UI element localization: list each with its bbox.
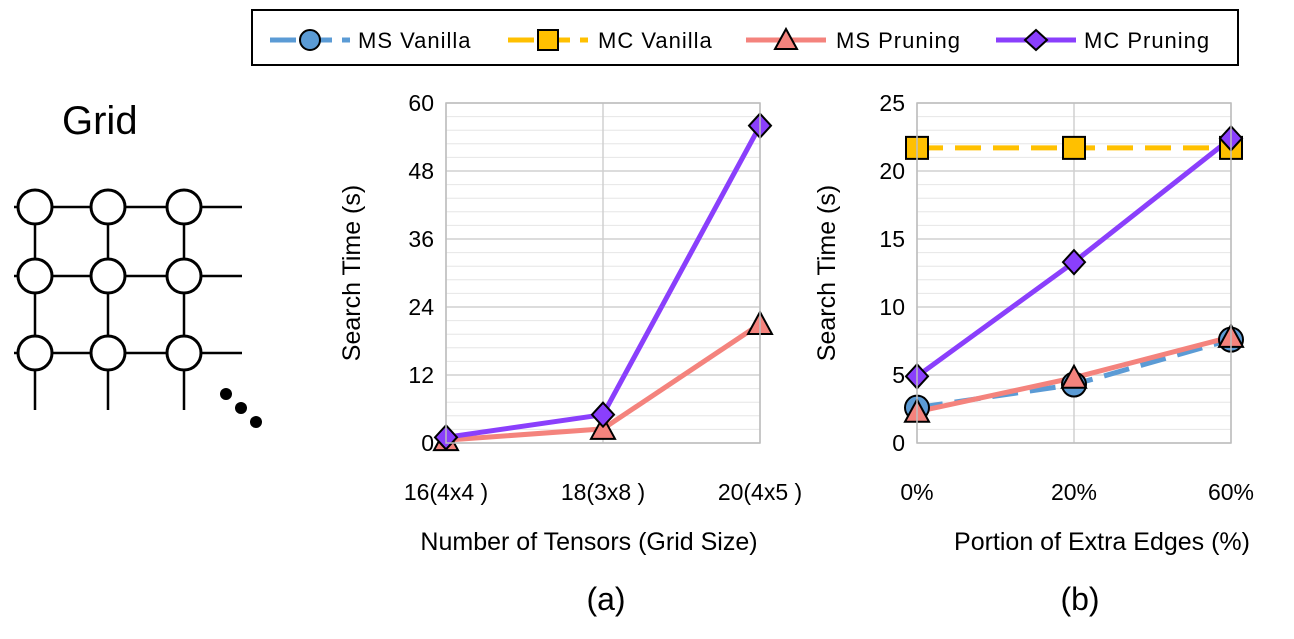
grid-node [165,334,203,372]
y-axis-label: Search Time (s) [338,185,366,361]
plot-area-frame [916,102,1232,444]
x-axis-label: Number of Tensors (Grid Size) [420,528,757,556]
y-tick-label: 5 [892,362,905,388]
grid-node [89,188,127,226]
legend-item-mc-vanilla: MC Vanilla [508,28,713,53]
y-tick-label: 25 [879,90,905,116]
grid-diagram-nodes [16,188,203,372]
grid-diagram: Grid [14,99,262,428]
panel-label: (b) [1060,581,1099,617]
grid-node [89,257,127,295]
legend-item-ms-vanilla: MS Vanilla [270,28,472,53]
chart-panel-b: 0 5 10 15 20 25 0% 20% 60% Portion of Extra Edges… [813,90,1254,617]
legend-marker-mc-vanilla [537,29,559,51]
legend-marker-mc-pruning [1023,28,1049,52]
legend-label-mc-pruning: MC Pruning [1084,28,1210,53]
y-tick-label: 36 [408,226,434,252]
y-tick-label: 20 [879,158,905,184]
x-tick-label: 20(4x5 ) [718,479,802,505]
legend-label-mc-vanilla: MC Vanilla [598,28,713,53]
grid-node [16,257,54,295]
x-tick-label: 60% [1208,479,1254,505]
y-tick-label: 0 [892,430,905,456]
data-point-mc-pruning [590,401,616,429]
y-tick-label: 48 [408,158,434,184]
legend-marker-ms-pruning [773,26,799,50]
legend: MS Vanilla MC Vanilla MS Pruning MC Prun… [251,9,1239,66]
x-axis-label: Portion of Extra Edges (%) [954,528,1250,556]
legend-label-ms-vanilla: MS Vanilla [358,28,472,53]
grid-node [89,334,127,372]
grid-diagram-title: Grid [62,99,138,143]
legend-marker-ms-vanilla [299,29,321,51]
x-tick-label: 0% [900,479,933,505]
data-point-mc-pruning [1061,248,1087,276]
y-tick-label: 0 [421,430,434,456]
grid-diagram-edges [14,205,242,410]
chart-panel-a: 0 12 24 36 48 60 16(4x4 ) 18(3x8 ) 20(4x5 ) Numbe… [338,90,802,617]
x-tick-label: 16(4x4 ) [404,479,488,505]
y-axis-label: Search Time (s) [813,185,841,361]
y-tick-label: 24 [408,294,434,320]
legend-item-ms-pruning: MS Pruning [746,26,961,53]
grid-node [165,188,203,226]
y-tick-label: 60 [408,90,434,116]
ellipsis-dots [220,388,262,428]
x-tick-label: 20% [1051,479,1097,505]
grid-node [16,188,54,226]
legend-item-mc-pruning: MC Pruning [996,28,1210,53]
grid-node [165,257,203,295]
data-point-ms-pruning [1060,363,1088,389]
y-tick-label: 10 [879,294,905,320]
panel-label: (a) [586,581,625,617]
plot-area-frame [445,102,761,444]
y-tick-label: 15 [879,226,905,252]
y-tick-label: 12 [408,362,434,388]
legend-label-ms-pruning: MS Pruning [836,28,961,53]
data-point-mc-vanilla [1062,135,1086,160]
x-tick-label: 18(3x8 ) [561,479,645,505]
grid-node [16,334,54,372]
